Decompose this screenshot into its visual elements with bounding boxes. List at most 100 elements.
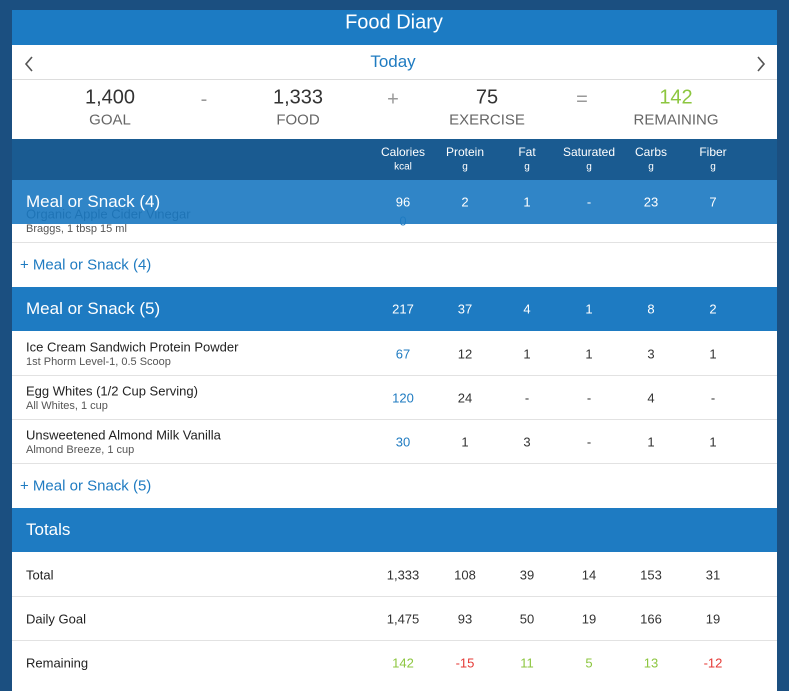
summary-label: REMAINING bbox=[633, 111, 719, 129]
item-detail: 1st Phorm Level-1, 0.5 Scoop bbox=[26, 356, 171, 368]
meal-total: 2 bbox=[709, 301, 717, 317]
summary-value: 1,400 bbox=[84, 86, 136, 109]
meal-total: 1 bbox=[523, 194, 531, 210]
item-value: 1 bbox=[709, 346, 717, 362]
divider bbox=[12, 79, 777, 80]
column-unit: g bbox=[586, 161, 592, 173]
totals-value: 19 bbox=[705, 611, 721, 627]
operator: = bbox=[576, 88, 588, 111]
totals-value: -15 bbox=[455, 655, 475, 671]
column-unit: g bbox=[648, 161, 654, 173]
summary-value: 1,333 bbox=[272, 86, 324, 109]
date[interactable]: Today bbox=[370, 52, 416, 71]
column-header bbox=[12, 139, 777, 180]
meal-total: 37 bbox=[457, 301, 473, 317]
summary-value: 142 bbox=[659, 86, 693, 109]
totals-value: 1,333 bbox=[386, 567, 420, 583]
item-value: 120 bbox=[392, 390, 414, 406]
item-name[interactable]: Egg Whites (1/2 Cup Serving) bbox=[26, 383, 198, 399]
item-value: 1 bbox=[585, 346, 593, 362]
item-value: 1 bbox=[523, 346, 531, 362]
meal-total: 23 bbox=[643, 194, 659, 210]
item-value: 4 bbox=[647, 390, 655, 406]
item-value: - bbox=[586, 434, 592, 450]
totals-value: 153 bbox=[640, 567, 662, 583]
add-food[interactable]: + Meal or Snack (5) bbox=[20, 477, 152, 495]
totals-value: 93 bbox=[457, 611, 473, 627]
item-value: 1 bbox=[709, 434, 717, 450]
item-value: - bbox=[586, 390, 592, 406]
row-divider bbox=[12, 640, 777, 641]
totals-value: 142 bbox=[392, 655, 414, 671]
column-unit: g bbox=[524, 161, 530, 173]
add-food[interactable]: + Meal or Snack (4) bbox=[20, 256, 152, 274]
totals-value: 39 bbox=[519, 567, 535, 583]
totals-value: 19 bbox=[581, 611, 597, 627]
summary-label: EXERCISE bbox=[449, 111, 525, 129]
totals-header bbox=[12, 508, 777, 552]
row-divider bbox=[12, 242, 777, 243]
meal-total: 4 bbox=[523, 301, 531, 317]
meal-total: 1 bbox=[585, 301, 593, 317]
row-divider bbox=[12, 463, 777, 464]
column-name: Fat bbox=[518, 145, 536, 159]
totals-value: -12 bbox=[703, 655, 723, 671]
item-value: 30 bbox=[395, 434, 411, 450]
totals-title: Totals bbox=[26, 520, 71, 539]
title-bar bbox=[12, 10, 777, 45]
totals-value: 31 bbox=[705, 567, 721, 583]
item-value: 1 bbox=[647, 434, 655, 450]
meal-title[interactable]: Meal or Snack (4) bbox=[26, 192, 161, 211]
meal-total: 2 bbox=[461, 194, 469, 210]
meal-header[interactable] bbox=[12, 287, 777, 331]
title: Food Diary bbox=[345, 11, 443, 34]
item-value: 12 bbox=[457, 346, 473, 362]
item-name[interactable]: Ice Cream Sandwich Protein Powder bbox=[26, 339, 239, 355]
totals-value: 166 bbox=[640, 611, 662, 627]
summary-label: FOOD bbox=[276, 111, 320, 129]
meal-total: 7 bbox=[709, 194, 717, 210]
row-divider bbox=[12, 375, 777, 376]
item-value: 24 bbox=[457, 390, 473, 406]
totals-value: 11 bbox=[520, 655, 534, 671]
column-unit: g bbox=[462, 161, 468, 173]
item-detail: All Whites, 1 cup bbox=[26, 400, 108, 412]
summary-label: GOAL bbox=[89, 111, 131, 129]
item-detail: Almond Breeze, 1 cup bbox=[26, 444, 135, 456]
prev-day[interactable] bbox=[20, 54, 40, 74]
operator: - bbox=[200, 88, 208, 111]
item-value: 1 bbox=[461, 434, 469, 450]
item-value: - bbox=[710, 390, 716, 406]
totals-value: 13 bbox=[643, 655, 659, 671]
totals-label: Total bbox=[26, 567, 54, 583]
meal-title[interactable]: Meal or Snack (5) bbox=[26, 299, 161, 318]
meal-total: - bbox=[586, 194, 592, 210]
summary-value: 75 bbox=[475, 86, 499, 109]
item-name[interactable]: Unsweetened Almond Milk Vanilla bbox=[26, 427, 221, 443]
column-name: Calories bbox=[380, 145, 426, 159]
item-value: 3 bbox=[647, 346, 655, 362]
row-divider bbox=[12, 419, 777, 420]
meal-header[interactable] bbox=[12, 180, 777, 224]
totals-value: 1,475 bbox=[386, 611, 420, 627]
column-unit: kcal bbox=[394, 161, 412, 173]
item-value: 67 bbox=[395, 346, 411, 362]
column-name: Saturated bbox=[562, 145, 616, 159]
totals-value: 14 bbox=[581, 567, 597, 583]
meal-total: 96 bbox=[395, 194, 411, 210]
column-name: Carbs bbox=[634, 145, 668, 159]
column-name: Protein bbox=[445, 145, 485, 159]
totals-label: Daily Goal bbox=[26, 611, 86, 627]
totals-value: 108 bbox=[454, 567, 476, 583]
meal-total: 217 bbox=[392, 301, 414, 317]
item-value: - bbox=[524, 390, 530, 406]
totals-value: 5 bbox=[585, 655, 593, 671]
totals-value: 50 bbox=[519, 611, 535, 627]
meal-total: 8 bbox=[647, 301, 655, 317]
row-divider bbox=[12, 596, 777, 597]
next-day[interactable] bbox=[750, 54, 770, 74]
operator: + bbox=[387, 88, 399, 111]
item-value: 3 bbox=[523, 434, 531, 450]
column-name: Fiber bbox=[699, 145, 727, 159]
